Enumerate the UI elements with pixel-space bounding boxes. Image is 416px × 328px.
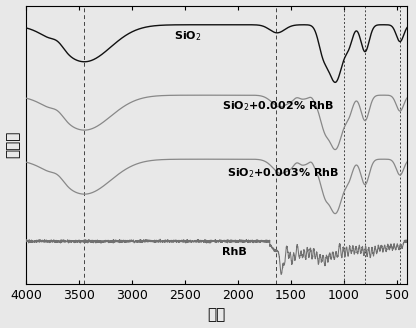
X-axis label: 波数: 波数 xyxy=(208,307,226,322)
Text: SiO$_2$+0.002% RhB: SiO$_2$+0.002% RhB xyxy=(222,99,334,113)
Text: SiO$_2$+0.003% RhB: SiO$_2$+0.003% RhB xyxy=(228,166,339,180)
Text: SiO$_2$: SiO$_2$ xyxy=(174,29,202,43)
Y-axis label: 透过率: 透过率 xyxy=(5,131,20,158)
Text: RhB: RhB xyxy=(222,247,247,256)
